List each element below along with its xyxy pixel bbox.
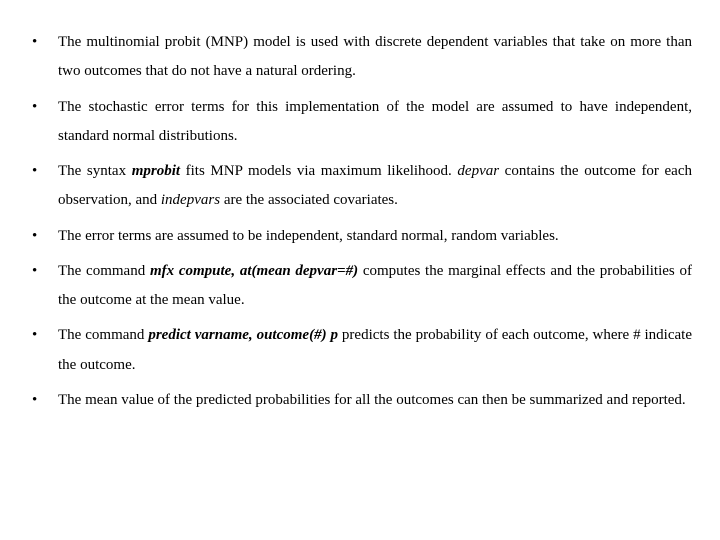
bullet-item: The mean value of the predicted probabil… [28, 386, 692, 415]
text-run: fits MNP models via maximum likelihood. [180, 163, 457, 179]
text-run: The error terms are assumed to be indepe… [58, 228, 559, 244]
bullet-item: The multinomial probit (MNP) model is us… [28, 28, 692, 87]
text-run: The command [58, 263, 150, 279]
bullet-item: The stochastic error terms for this impl… [28, 93, 692, 152]
text-run: The stochastic error terms for this impl… [58, 99, 692, 144]
bullet-item: The error terms are assumed to be indepe… [28, 222, 692, 251]
text-run: mprobit [132, 163, 180, 179]
text-run: indepvars [161, 192, 220, 208]
bullet-list: The multinomial probit (MNP) model is us… [28, 28, 692, 415]
text-run: mfx compute, at(mean depvar=#) [150, 263, 358, 279]
bullet-item: The command mfx compute, at(mean depvar=… [28, 257, 692, 316]
text-run: depvar [457, 163, 499, 179]
text-run: The syntax [58, 163, 132, 179]
text-run: are the associated covariates. [220, 192, 398, 208]
text-run: The command [58, 327, 148, 343]
bullet-item: The command predict varname, outcome(#) … [28, 321, 692, 380]
text-run: The mean value of the predicted probabil… [58, 392, 686, 408]
bullet-item: The syntax mprobit fits MNP models via m… [28, 157, 692, 216]
text-run: The multinomial probit (MNP) model is us… [58, 34, 692, 79]
text-run: predict varname, outcome(#) p [148, 327, 338, 343]
